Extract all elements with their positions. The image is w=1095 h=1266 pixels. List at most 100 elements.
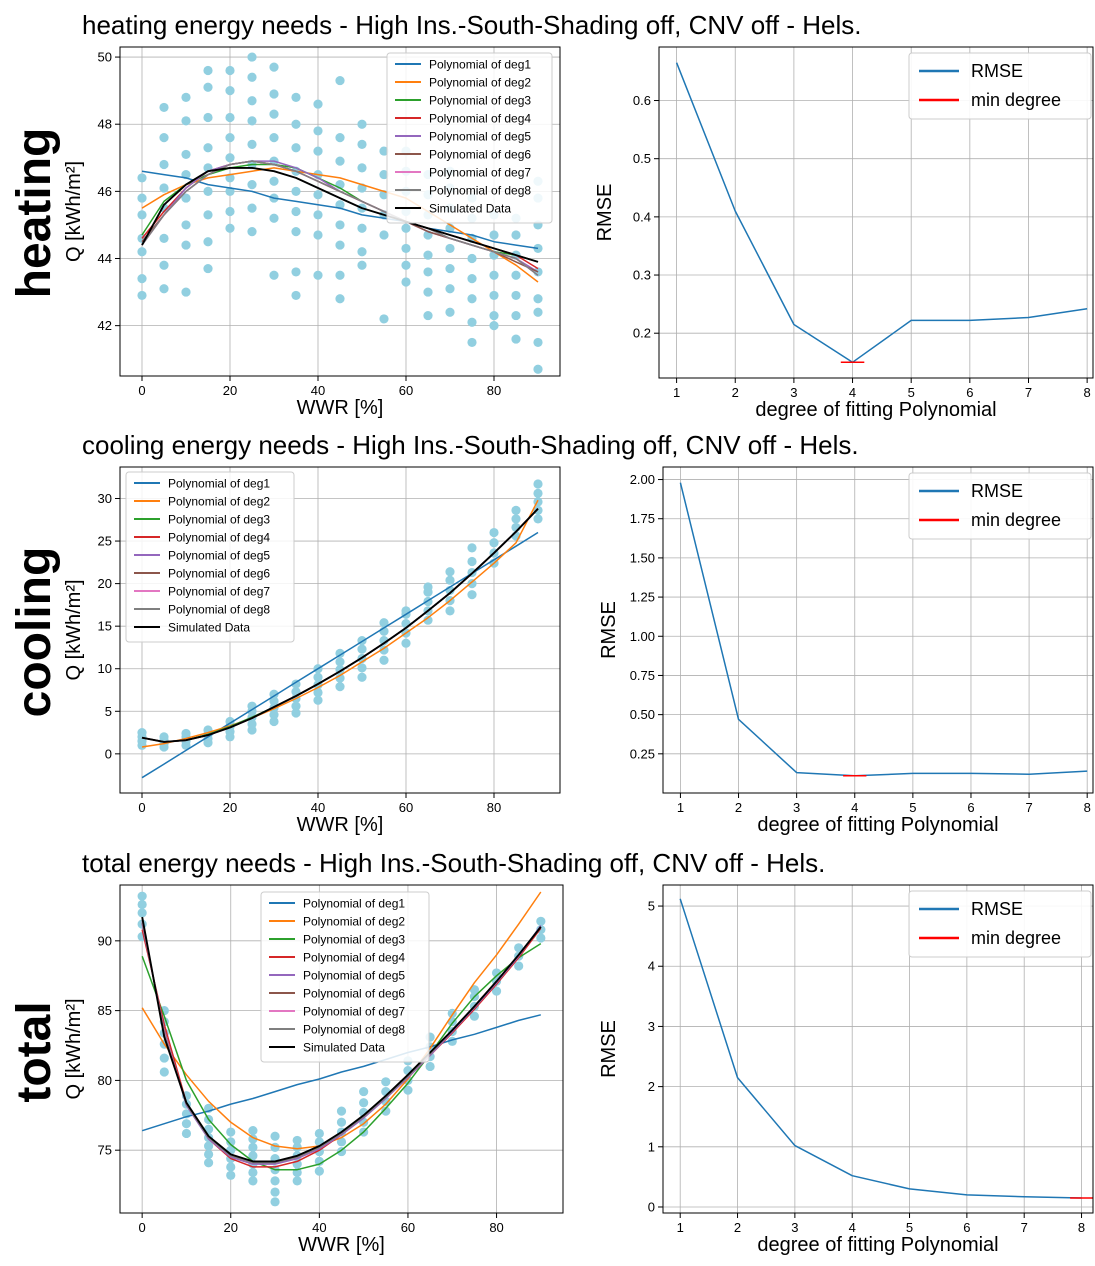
data-point (511, 334, 521, 344)
data-point (291, 290, 301, 301)
data-point (401, 223, 411, 233)
data-point (314, 1166, 324, 1176)
series-line-deg3 (141, 942, 542, 1171)
data-point (314, 1128, 324, 1139)
data-point (203, 186, 213, 196)
legend-label: Polynomial of deg8 (168, 603, 270, 617)
axes-frame (119, 466, 561, 794)
legend-box (908, 890, 1092, 958)
x-tick-label: 8 (1084, 800, 1091, 815)
data-point (379, 169, 389, 180)
legend-label: RMSE (971, 899, 1023, 919)
data-point (291, 119, 301, 129)
data-point (423, 267, 433, 277)
data-point (203, 143, 213, 153)
data-point (181, 92, 191, 102)
legend-label: min degree (971, 90, 1061, 110)
data-point (489, 310, 499, 321)
series-line-simulated (141, 508, 539, 743)
x-tick-label: 20 (223, 800, 237, 815)
data-point (357, 672, 367, 682)
data-point (467, 556, 477, 567)
data-point (159, 233, 169, 243)
data-point (313, 687, 323, 698)
data-point (357, 644, 367, 654)
data-point (269, 109, 279, 119)
data-point (357, 663, 367, 673)
data-point (137, 210, 147, 220)
data-point (225, 223, 235, 233)
x-tick-label: 7 (1025, 800, 1032, 815)
x-tick-label: 3 (793, 800, 800, 815)
plot-area (679, 898, 1093, 1199)
data-point (489, 230, 499, 240)
data-point (533, 514, 543, 524)
data-point (204, 1141, 214, 1151)
data-point (181, 220, 191, 230)
data-point (248, 1151, 258, 1161)
data-point (137, 173, 147, 183)
series-line-simulated (141, 916, 542, 1163)
x-tick-label: 40 (311, 800, 325, 815)
legend-label: Polynomial of deg7 (168, 585, 270, 599)
legend-label: Polynomial of deg8 (429, 184, 531, 198)
scatter-panel-total: 0 20 40 60 80 75 80 85 90 WWR [%] Q [kWh/m²] Polyno… (63, 884, 564, 1256)
data-point (357, 247, 367, 257)
y-axis-label: RMSE (598, 1020, 620, 1078)
x-tick-label: 1 (677, 1220, 684, 1235)
x-tick-label: 2 (735, 800, 742, 815)
legend-label: Polynomial of deg2 (303, 915, 405, 929)
data-point (313, 230, 323, 240)
x-tick-label: 1 (673, 385, 680, 400)
data-point (291, 143, 301, 153)
data-point (511, 230, 521, 240)
y-axis-label-group: Q [kWh/m²] (63, 579, 85, 680)
y-axis-label-group: Q [kWh/m²] (63, 161, 85, 262)
y-tick-label: 90 (98, 933, 112, 948)
rmse-panel-cooling: 1 2 3 4 5 6 7 8 0.25 0.50 0.75 1.00 1.25 1.50 1.75 2.00… (598, 466, 1094, 836)
data-point (270, 1187, 280, 1197)
data-point (203, 65, 213, 76)
data-point (423, 250, 433, 260)
data-point (357, 139, 367, 149)
data-point (226, 1127, 236, 1137)
x-axis-label: degree of fitting Polynomial (757, 1234, 998, 1256)
y-tick-label: 1.25 (630, 590, 655, 605)
legend-label: Polynomial of deg3 (303, 933, 405, 947)
data-point (533, 337, 543, 348)
legend-label: Polynomial of deg4 (429, 112, 531, 126)
x-tick-label: 40 (311, 383, 325, 398)
data-point (335, 133, 345, 143)
data-point (313, 210, 323, 220)
x-tick-label: 0 (139, 1220, 146, 1235)
data-point (203, 112, 213, 123)
data-point (247, 52, 257, 62)
x-tick-label: 0 (138, 800, 145, 815)
x-tick-label: 80 (487, 800, 501, 815)
legend-label: Polynomial of deg1 (303, 897, 405, 911)
data-point (467, 590, 477, 600)
data-point (225, 65, 235, 76)
series-line-rmse (679, 898, 1082, 1199)
data-point (403, 1085, 413, 1095)
data-point (181, 240, 191, 250)
legend-label: Polynomial of deg2 (168, 495, 270, 509)
data-point (181, 1128, 192, 1139)
x-tick-label: 60 (399, 800, 413, 815)
legend-label: RMSE (971, 61, 1023, 81)
legend-label: Polynomial of deg4 (168, 531, 270, 545)
data-point (381, 1106, 391, 1116)
data-point (533, 307, 543, 317)
legend-box (125, 471, 295, 643)
legend-label: Simulated Data (303, 1041, 385, 1055)
legend-label: min degree (971, 928, 1061, 948)
data-point (514, 961, 524, 971)
y-tick-label: 3 (648, 1019, 655, 1034)
data-point (491, 986, 502, 996)
axes-frame (662, 466, 1094, 794)
x-tick-label: 80 (487, 383, 501, 398)
x-tick-label: 3 (791, 1220, 798, 1235)
data-point (248, 1176, 258, 1186)
x-tick-label: 2 (734, 1220, 741, 1235)
